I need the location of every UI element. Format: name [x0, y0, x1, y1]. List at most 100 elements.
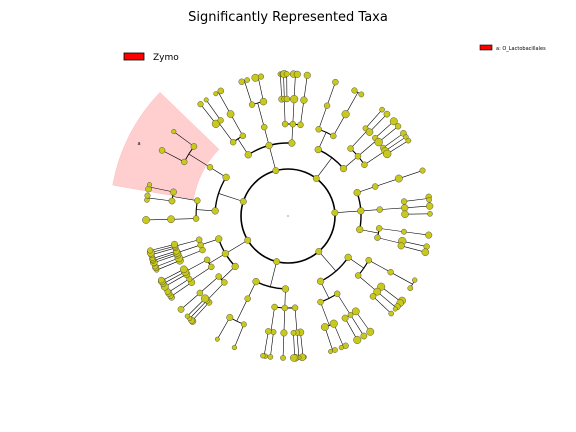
- branch-line: [191, 302, 210, 321]
- branch-line: [171, 218, 197, 220]
- taxon-node: [405, 137, 412, 144]
- taxon-node: [215, 235, 223, 243]
- branch-line: [218, 121, 234, 143]
- taxon-node: [281, 304, 288, 312]
- taxon-node: [401, 210, 409, 218]
- taxon-node: [366, 327, 375, 336]
- branch-line: [350, 314, 365, 337]
- branch-line: [382, 133, 404, 149]
- branch-line: [176, 244, 201, 254]
- taxon-node: [281, 120, 289, 128]
- highlight-shade: [112, 91, 220, 200]
- branch-line: [152, 250, 177, 259]
- root-node: [287, 215, 289, 217]
- taxon-node: [314, 145, 322, 154]
- taxon-node: [312, 175, 320, 182]
- branch-line: [336, 293, 351, 316]
- branch-line: [189, 300, 208, 319]
- branch-line: [270, 332, 274, 357]
- branch-line: [293, 332, 295, 358]
- branch-line: [303, 75, 308, 101]
- branch-line: [188, 153, 211, 168]
- taxon-node: [195, 236, 203, 243]
- branch-line: [147, 197, 173, 202]
- taxon-node: [147, 247, 154, 254]
- taxon-node: [283, 95, 291, 103]
- taxon-node: [226, 314, 234, 321]
- branch-line: [205, 99, 221, 121]
- taxon-node: [331, 209, 339, 217]
- taxon-node: [267, 354, 274, 360]
- taxon-node: [211, 119, 220, 128]
- taxon-node: [353, 189, 361, 197]
- taxon-node: [297, 121, 304, 129]
- branch-line: [283, 307, 286, 333]
- taxon-node: [401, 228, 407, 235]
- branch-line: [170, 282, 192, 297]
- taxon-node: [238, 78, 245, 85]
- branch-line: [284, 99, 286, 125]
- branch-line: [355, 311, 371, 332]
- branch-line: [155, 257, 179, 268]
- taxon-node: [211, 207, 219, 215]
- branch-line: [270, 306, 275, 332]
- taxon-node: [412, 277, 418, 283]
- taxon-node: [248, 101, 256, 108]
- branch-line: [206, 282, 225, 301]
- branch-line: [168, 278, 190, 293]
- branch-line: [257, 102, 265, 128]
- taxon-node: [260, 353, 266, 359]
- taxon-node: [144, 192, 151, 199]
- figure-title: Significantly Represented Taxa: [188, 10, 388, 25]
- taxon-node: [270, 329, 277, 335]
- taxon-node: [351, 87, 358, 94]
- taxon-node: [226, 110, 235, 118]
- taxon-node: [369, 293, 377, 300]
- taxon-node: [197, 101, 204, 108]
- taxon-node: [354, 272, 362, 279]
- branch-line: [153, 252, 178, 261]
- taxon-node: [272, 167, 280, 175]
- taxon-node: [192, 215, 200, 222]
- taxon-node: [244, 151, 252, 159]
- taxon-node: [341, 110, 350, 119]
- branch-line: [300, 100, 305, 125]
- taxon-node: [217, 87, 225, 95]
- branch-line: [365, 109, 383, 129]
- taxon-node: [329, 319, 338, 328]
- taxon-node: [288, 139, 296, 147]
- taxon-node: [332, 78, 339, 86]
- taxon-node: [383, 110, 391, 118]
- taxon-node: [375, 225, 383, 232]
- branch-line: [225, 239, 248, 254]
- taxon-node: [289, 120, 297, 128]
- taxon-node: [239, 198, 247, 205]
- taxon-node: [427, 211, 433, 217]
- branch-line: [163, 271, 186, 284]
- taxon-node: [365, 256, 372, 264]
- taxon-node: [252, 278, 260, 286]
- taxon-node: [320, 323, 329, 331]
- branch-line: [357, 275, 378, 292]
- highlight-clade-label: a: [137, 141, 140, 147]
- taxon-node: [231, 344, 238, 351]
- branch-line: [283, 74, 285, 100]
- branch-line: [401, 245, 426, 253]
- branch-line: [293, 74, 296, 100]
- taxon-node: [374, 137, 383, 147]
- taxon-node: [315, 126, 322, 133]
- taxon-node: [394, 174, 403, 183]
- taxon-node: [407, 285, 414, 292]
- legend-swatch-clade: [479, 44, 493, 51]
- branch-line: [357, 139, 378, 157]
- taxon-node: [221, 279, 228, 286]
- branch-line: [236, 298, 248, 322]
- taxon-node: [300, 96, 308, 104]
- branch-line: [151, 247, 176, 256]
- taxon-node: [257, 73, 264, 80]
- taxon-node: [316, 277, 325, 285]
- taxon-node: [353, 335, 362, 344]
- branch-line: [334, 210, 361, 214]
- branch-line: [385, 136, 407, 152]
- taxon-node: [293, 70, 301, 78]
